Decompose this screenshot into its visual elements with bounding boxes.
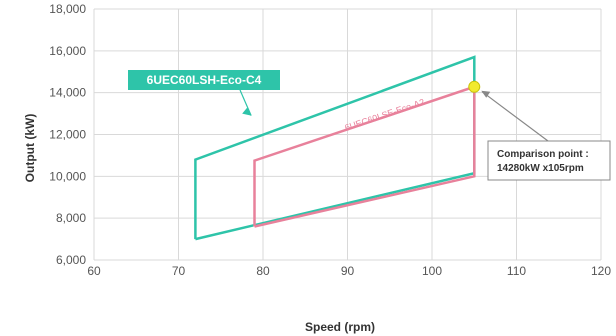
y-tick-label: 8,000 (56, 211, 86, 225)
comparison-point-marker (468, 80, 481, 93)
callout-arrowhead (481, 90, 491, 98)
callout-line-1: Comparison point : (497, 149, 589, 160)
x-axis-title: Speed (rpm) (305, 320, 375, 334)
x-tick-label: 110 (507, 264, 526, 278)
series-line-1 (253, 85, 476, 228)
x-tick-label: 120 (591, 264, 611, 278)
y-tick-label: 10,000 (49, 169, 86, 183)
y-tick-label: 14,000 (49, 86, 86, 100)
callout-leader (481, 91, 549, 142)
y-axis-ticks: 6,000 8,000 10,000 12,000 14,000 16,000 18,000 (49, 2, 86, 267)
callout-line-2: 14280kW x105rpm (497, 163, 584, 174)
series-labels: 6UEC60LSH-Eco-C4 6UEC60LSE-Eco-A2 (128, 70, 426, 133)
x-tick-label: 80 (256, 264, 270, 278)
series-label: 6UEC60LSH-Eco-C4 (147, 73, 262, 87)
x-axis-ticks: 60 70 80 90 100 110 120 (87, 264, 611, 278)
x-tick-label: 70 (172, 264, 186, 278)
y-tick-label: 6,000 (56, 253, 86, 267)
y-tick-label: 12,000 (49, 128, 86, 142)
y-tick-label: 16,000 (49, 44, 86, 58)
gridlines (93, 8, 602, 261)
x-tick-label: 100 (422, 264, 442, 278)
callout-box (487, 140, 611, 181)
series-label-arrowhead (242, 107, 252, 116)
x-tick-label: 60 (87, 264, 101, 278)
series-label: 6UEC60LSE-Eco-A2 (343, 97, 425, 133)
y-axis-title: Output (kW) (23, 114, 37, 183)
comparison-annotation: Comparison point : 14280kW x105rpm (468, 80, 611, 181)
x-tick-label: 90 (341, 264, 355, 278)
series-label-leader (239, 89, 252, 116)
series-label-box (128, 70, 280, 90)
y-tick-label: 18,000 (49, 2, 86, 16)
series-line-0 (194, 55, 476, 241)
